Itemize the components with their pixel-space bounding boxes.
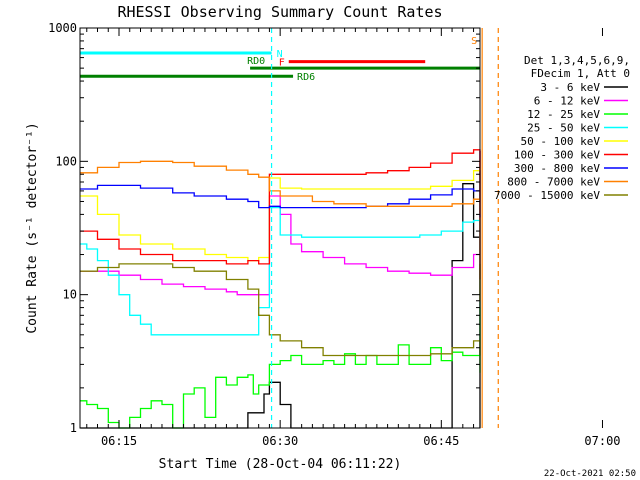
x-axis-label: Start Time (28-Oct-04 06:11:22) [159,457,402,472]
x-tick-label-1: 06:30 [262,434,298,448]
axes-layer: 110100100006:1506:3006:4507:0007:1507:30… [48,21,620,448]
legend: Det 1,3,4,5,6,9,FDecim 1, Att 03 - 6 keV… [494,54,630,202]
y-tick-label-2: 100 [55,154,77,168]
x-tick-label-3: 07:00 [584,434,620,448]
legend-label-6: 300 - 800 keV [514,162,600,175]
legend-label-2: 12 - 25 keV [527,108,600,121]
bar-label-2: RD0 [247,56,265,67]
legend-header-1: FDecim 1, Att 0 [531,67,630,80]
legend-label-4: 50 - 100 keV [521,135,601,148]
legend-label-1: 6 - 12 keV [534,95,601,108]
chart-title: RHESSI Observing Summary Count Rates [117,3,442,21]
observing-bars-layer: NF RD0 RD6 [80,49,480,83]
x-tick-label-0: 06:15 [101,434,137,448]
legend-label-5: 100 - 300 keV [514,149,600,162]
y-axis-label: Count Rate (s⁻¹ detector⁻¹) [25,122,40,333]
markers-layer: S [270,28,499,428]
y-tick-label-3: 1000 [48,21,77,35]
legend-header-0: Det 1,3,4,5,6,9, [524,54,630,67]
bar-label-0: N [277,49,283,60]
marker-label-0: S [471,36,477,47]
x-tick-label-2: 06:45 [423,434,459,448]
y-tick-label-0: 1 [70,421,77,435]
bar-label-1: F [279,58,285,69]
legend-label-0: 3 - 6 keV [540,81,600,94]
footer-timestamp: 22-Oct-2021 02:50 [544,469,636,479]
legend-label-7: 800 - 7000 keV [507,176,600,189]
y-tick-label-1: 10 [63,288,77,302]
bar-label-3: RD6 [297,72,315,83]
legend-label-3: 25 - 50 keV [527,122,600,135]
legend-label-8: 7000 - 15000 keV [494,189,600,202]
